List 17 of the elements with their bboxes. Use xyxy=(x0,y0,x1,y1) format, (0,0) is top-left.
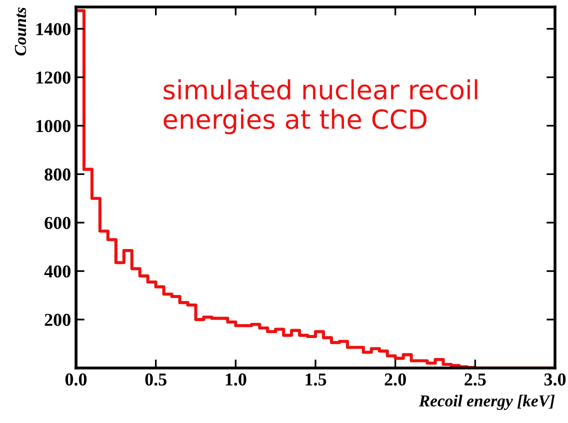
annotation: simulated nuclear recoil energies at the CCD xyxy=(164,79,478,134)
x-tick-label: 2.5 xyxy=(464,373,486,386)
y-tick-label: 1200 xyxy=(36,72,70,84)
x-axis-title: Recoil energy [keV] xyxy=(418,394,555,410)
x-tick-label: 2.0 xyxy=(384,373,406,386)
y-tick-label: 400 xyxy=(44,265,70,278)
x-tick-label: 1.0 xyxy=(226,373,246,386)
x-tick-label: 3.0 xyxy=(544,373,566,386)
y-tick-label: 800 xyxy=(44,168,70,181)
y-tick-label: 600 xyxy=(44,216,70,230)
y-tick-label: 200 xyxy=(44,314,70,326)
y-axis-title: Counts xyxy=(14,8,26,56)
x-tick-label: 1.5 xyxy=(306,373,326,386)
x-tick-label: 0.5 xyxy=(145,373,166,386)
x-tick-label: 0.0 xyxy=(65,373,87,386)
y-tick-label: 1000 xyxy=(36,120,70,132)
y-tick-label: 1400 xyxy=(36,23,70,36)
